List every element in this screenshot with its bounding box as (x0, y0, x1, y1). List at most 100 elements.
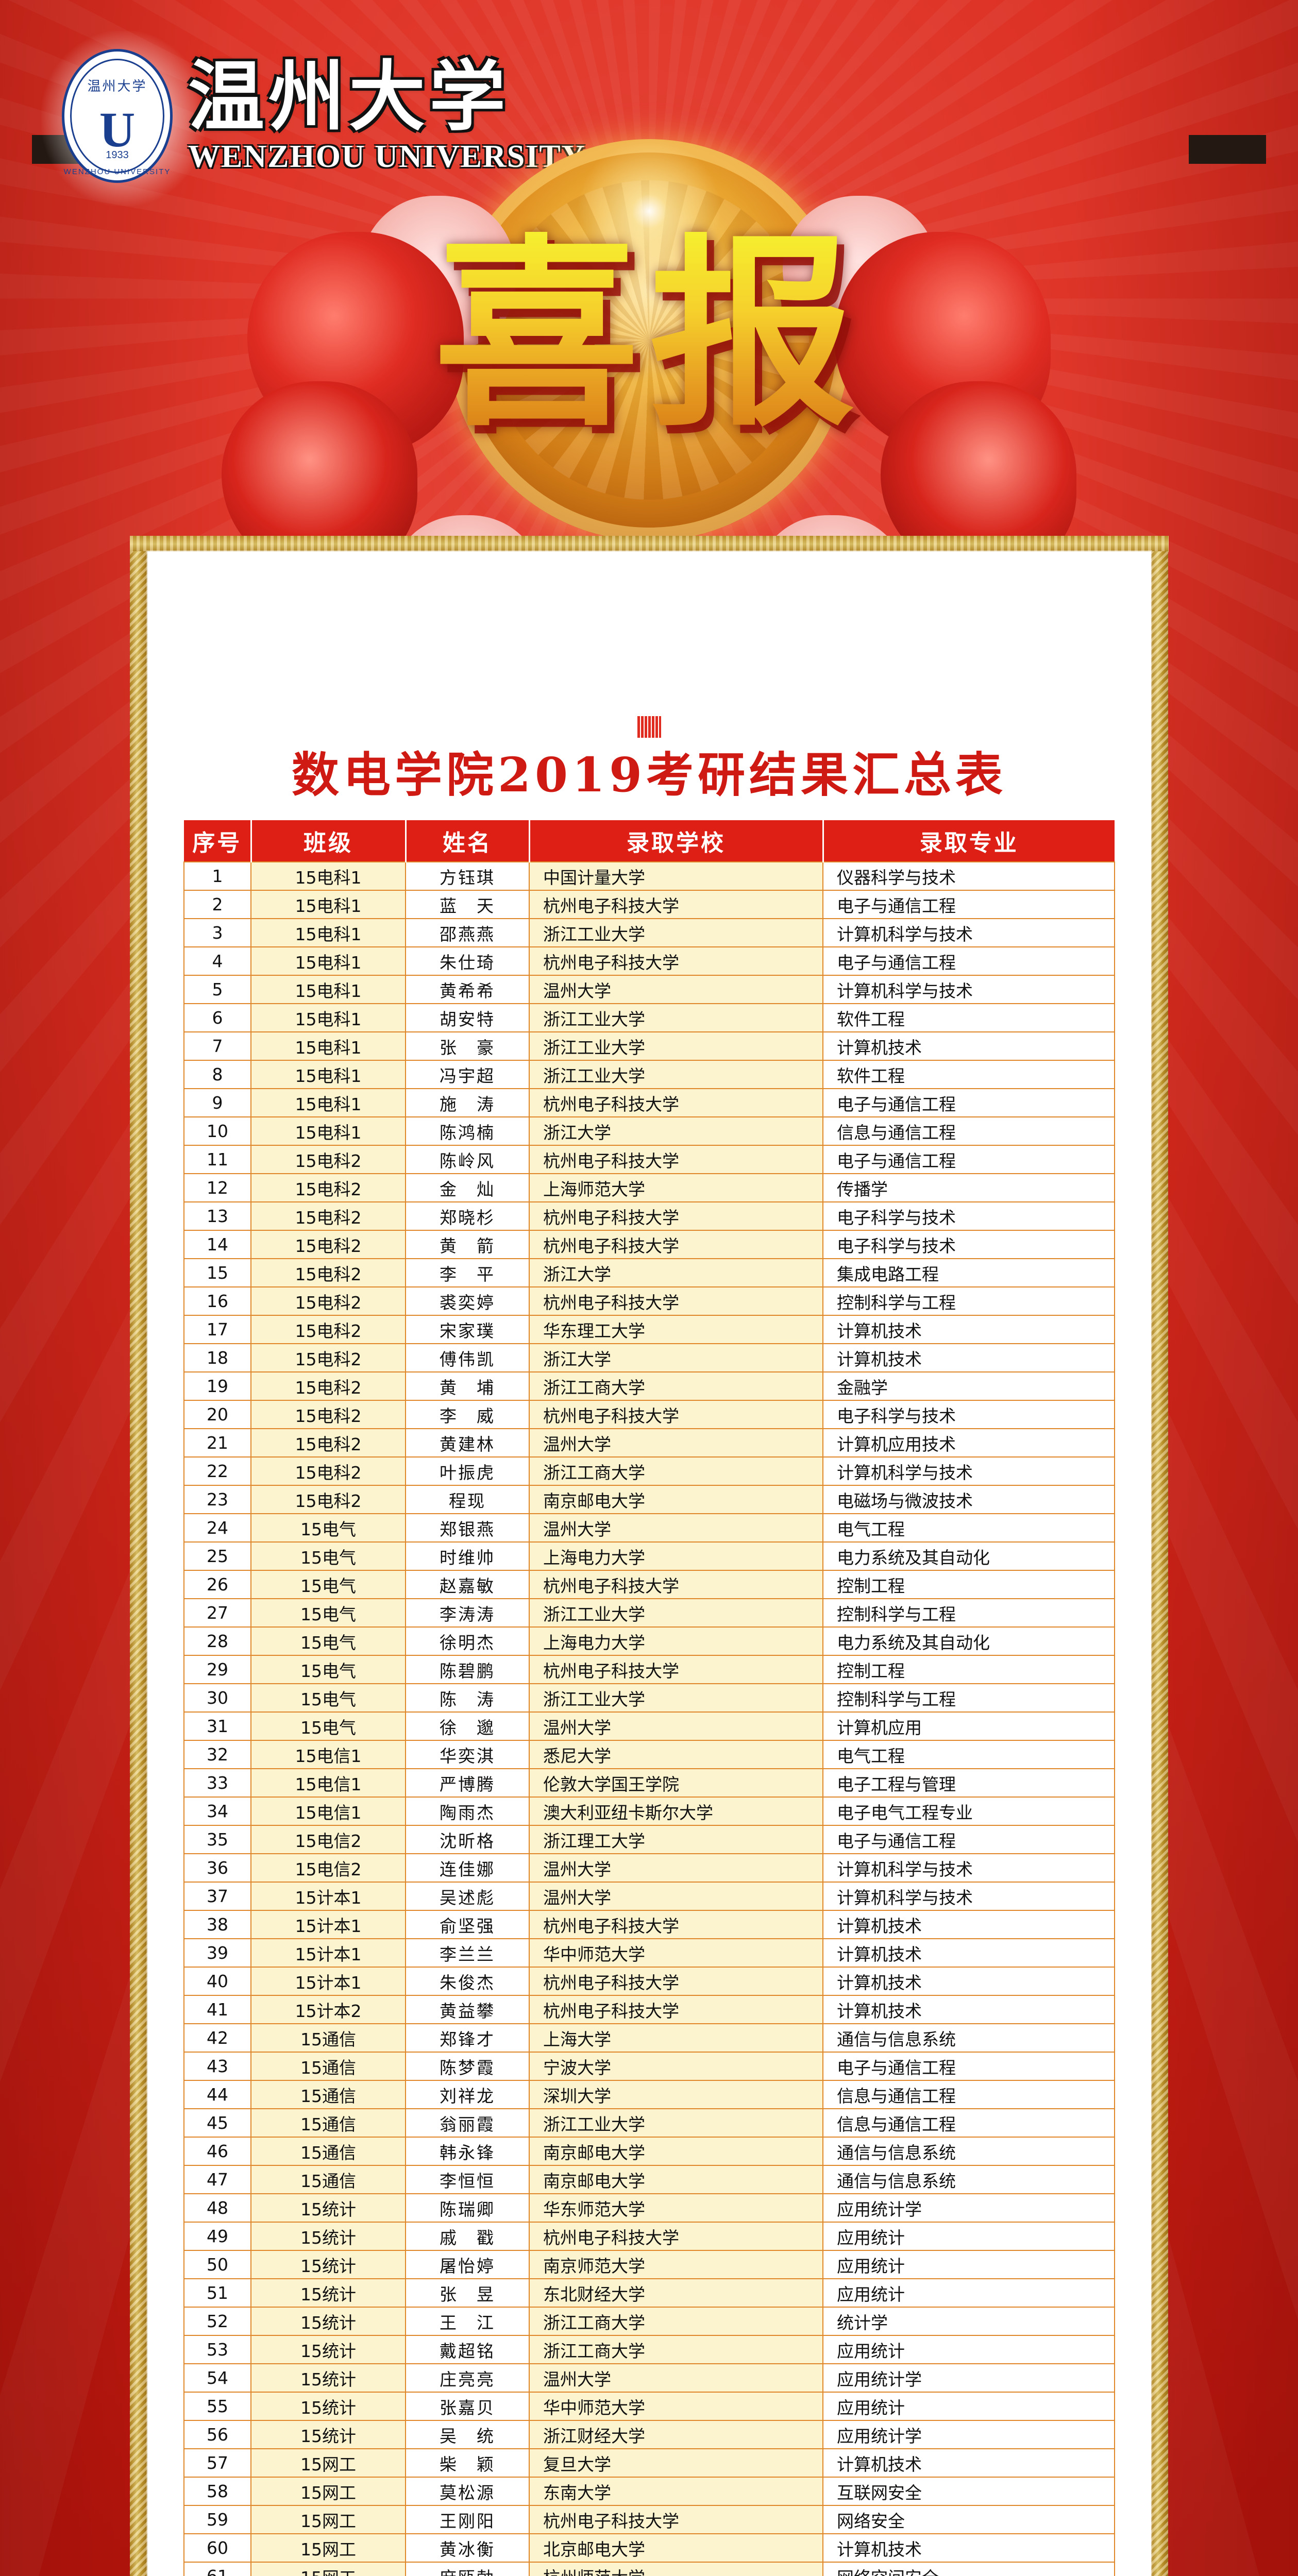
cell-name: 时维帅 (405, 1541, 530, 1571)
cell-name: 刘祥龙 (405, 2080, 530, 2109)
cell-school: 杭州电子科技大学 (529, 1230, 823, 1259)
cell-no: 6 (183, 1003, 251, 1032)
cell-class: 15计本1 (250, 1967, 406, 1996)
cell-name: 郑晓杉 (405, 1201, 530, 1231)
cell-no: 20 (183, 1400, 251, 1429)
cell-class: 15电科2 (250, 1258, 406, 1287)
table-row: 40 15计本1 朱俊杰 杭州电子科技大学 计算机技术 (183, 1967, 1115, 1996)
cell-name: 李兰兰 (405, 1938, 530, 1968)
table-row: 35 15电信2 沈昕格 浙江理工大学 电子与通信工程 (183, 1825, 1115, 1854)
cell-class: 15电科2 (250, 1315, 406, 1344)
cell-class: 15电气 (250, 1598, 406, 1628)
cell-school: 上海电力大学 (529, 1626, 823, 1656)
cell-major: 信息与通信工程 (822, 2080, 1115, 2109)
table-row: 29 15电气 陈碧鹏 杭州电子科技大学 控制工程 (183, 1655, 1115, 1684)
cell-school: 浙江工业大学 (529, 1060, 823, 1089)
cell-no: 9 (183, 1088, 251, 1117)
cell-name: 郑锋才 (405, 2023, 530, 2053)
cell-school: 温州大学 (529, 1853, 823, 1883)
cell-class: 15电气 (250, 1626, 406, 1656)
cell-major: 计算机技术 (822, 1938, 1115, 1968)
cell-school: 温州大学 (529, 1711, 823, 1741)
cell-no: 44 (183, 2080, 251, 2109)
cell-school: 华中师范大学 (529, 1938, 823, 1968)
table-row: 5 15电科1 黄希希 温州大学 计算机科学与技术 (183, 975, 1115, 1004)
cell-no: 49 (183, 2222, 251, 2251)
cell-school: 浙江工商大学 (529, 2335, 823, 2364)
cell-school: 杭州电子科技大学 (529, 1967, 823, 1996)
table-row: 12 15电科2 金 灿上海师范大学 传播学 (183, 1173, 1115, 1202)
cell-no: 31 (183, 1711, 251, 1741)
table-body: 1 15电科1 方钰琪 中国计量大学 仪器科学与技术 2 15电科1 蓝 天杭州电子科技大学电… (183, 861, 1115, 2576)
cell-name: 华奕淇 (405, 1740, 530, 1769)
cell-class: 15电科1 (250, 861, 406, 891)
cell-school: 杭州电子科技大学 (529, 1145, 823, 1174)
cell-major: 统计学 (822, 2307, 1115, 2336)
cell-name: 李恒恒 (405, 2165, 530, 2194)
cell-major: 计算机技术 (822, 1343, 1115, 1372)
cell-school: 华东师范大学 (529, 2193, 823, 2223)
cell-class: 15电科1 (250, 975, 406, 1004)
cell-name: 黄冰衡 (405, 2533, 530, 2563)
cell-school: 浙江财经大学 (529, 2420, 823, 2449)
cell-class: 15计本1 (250, 1882, 406, 1911)
cell-class: 15电气 (250, 1711, 406, 1741)
cell-name: 吴 统 (405, 2420, 530, 2449)
table-row: 41 15计本2 黄益攀 杭州电子科技大学 计算机技术 (183, 1995, 1115, 2024)
cell-major: 电力系统及其自动化 (822, 1626, 1115, 1656)
cell-no: 25 (183, 1541, 251, 1571)
cell-no: 10 (183, 1116, 251, 1146)
cell-school: 温州大学 (529, 1513, 823, 1543)
table-row: 8 15电科1 冯宇超 浙江工业大学 软件工程 (183, 1060, 1115, 1089)
cell-no: 45 (183, 2108, 251, 2138)
cell-major: 控制工程 (822, 1570, 1115, 1599)
cell-name: 黄建林 (405, 1428, 530, 1458)
table-row: 55 15统计 张嘉贝 华中师范大学 应用统计 (183, 2392, 1115, 2421)
cell-major: 软件工程 (822, 1003, 1115, 1032)
cell-school: 浙江理工大学 (529, 1825, 823, 1854)
cell-school: 澳大利亚纽卡斯尔大学 (529, 1797, 823, 1826)
cell-name: 黄 箭 (405, 1230, 530, 1259)
cell-no: 14 (183, 1230, 251, 1259)
cell-major: 计算机技术 (822, 2533, 1115, 2563)
table-row: 48 15统计 陈瑞卿 华东师范大学 应用统计学 (183, 2193, 1115, 2223)
cell-school: 浙江工业大学 (529, 1031, 823, 1061)
cell-class: 15网工 (250, 2562, 406, 2576)
cell-class: 15电信1 (250, 1797, 406, 1826)
cell-no: 21 (183, 1428, 251, 1458)
cell-major: 应用统计学 (822, 2363, 1115, 2393)
cell-major: 电子与通信工程 (822, 1145, 1115, 1174)
cell-class: 15通信 (250, 2080, 406, 2109)
table-row: 23 15电科2 程现 南京邮电大学 电磁场与微波技术 (183, 1485, 1115, 1514)
cell-name: 张嘉贝 (405, 2392, 530, 2421)
cell-class: 15电科2 (250, 1485, 406, 1514)
cell-class: 15电气 (250, 1570, 406, 1599)
cell-no: 46 (183, 2137, 251, 2166)
column-header-major: 录取专业 (823, 820, 1115, 862)
cell-major: 计算机应用 (822, 1711, 1115, 1741)
cell-class: 15网工 (250, 2448, 406, 2478)
cell-major: 计算机技术 (822, 1910, 1115, 1939)
cell-school: 杭州电子科技大学 (529, 2222, 823, 2251)
cell-name: 柴 颖 (405, 2448, 530, 2478)
cell-class: 15统计 (250, 2222, 406, 2251)
table-row: 31 15电气徐 邈温州大学 计算机应用 (183, 1711, 1115, 1741)
cell-no: 55 (183, 2392, 251, 2421)
column-header-school: 录取学校 (529, 820, 824, 862)
cell-no: 32 (183, 1740, 251, 1769)
corner-block-top-right (1189, 135, 1266, 164)
table-row: 46 15通信 韩永锋 南京邮电大学 通信与信息系统 (183, 2137, 1115, 2166)
table-row: 50 15统计 屠怡婷 南京师范大学 应用统计 (183, 2250, 1115, 2279)
cell-name: 戚 戳 (405, 2222, 530, 2251)
cell-school: 上海电力大学 (529, 1541, 823, 1571)
cell-school: 南京邮电大学 (529, 2137, 823, 2166)
cell-no: 19 (183, 1371, 251, 1401)
cell-school: 华东理工大学 (529, 1315, 823, 1344)
cell-school: 浙江工业大学 (529, 1598, 823, 1628)
cell-major: 电磁场与微波技术 (822, 1485, 1115, 1514)
cell-major: 控制科学与工程 (822, 1683, 1115, 1713)
cell-school: 杭州电子科技大学 (529, 1286, 823, 1316)
cell-major: 网络安全 (822, 2505, 1115, 2534)
cell-major: 通信与信息系统 (822, 2165, 1115, 2194)
cell-school: 北京邮电大学 (529, 2533, 823, 2563)
